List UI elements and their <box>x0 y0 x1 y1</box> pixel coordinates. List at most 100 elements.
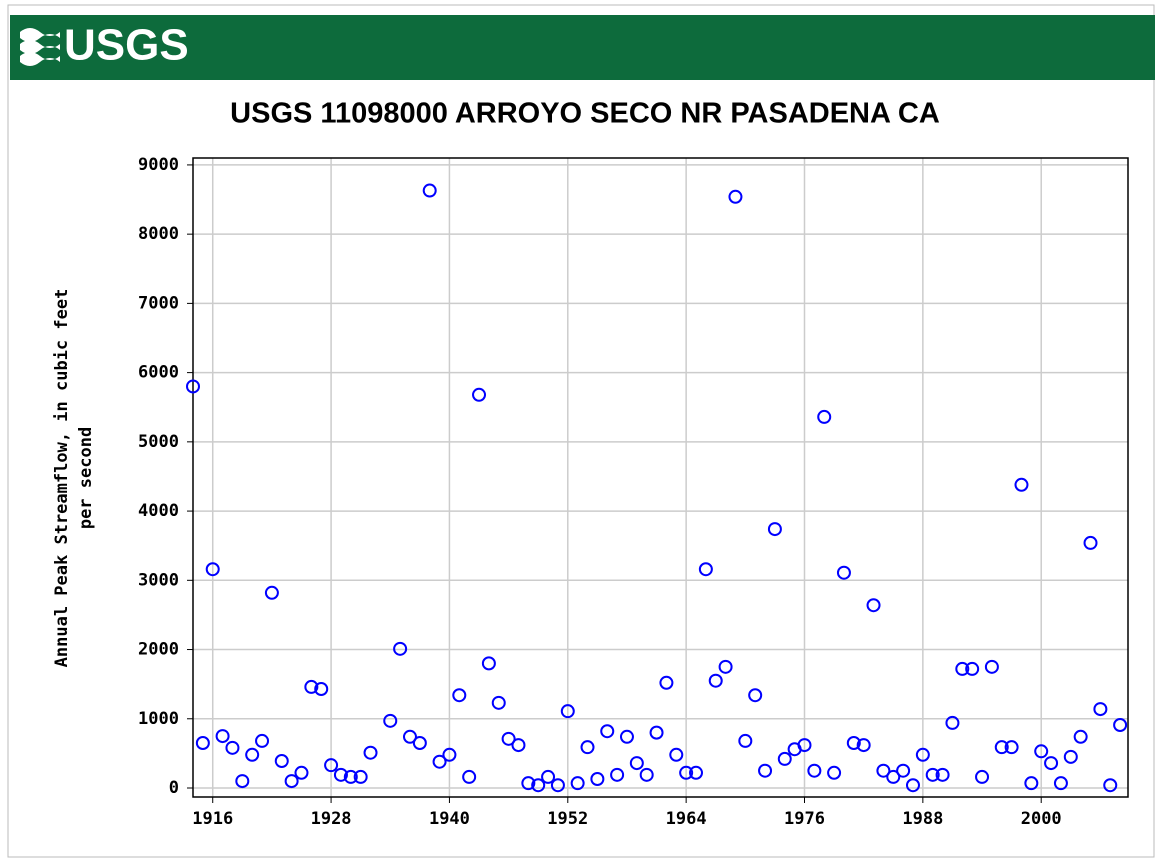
point <box>886 769 901 784</box>
point <box>550 778 565 793</box>
point <box>452 688 467 703</box>
point <box>481 656 496 671</box>
point <box>353 769 368 784</box>
point <box>827 765 842 780</box>
x-tick-label: 1940 <box>429 809 470 829</box>
x-tick-label: 1952 <box>547 809 588 829</box>
point <box>491 695 506 710</box>
point <box>284 774 299 789</box>
point <box>195 736 210 750</box>
point <box>186 379 200 394</box>
point <box>797 738 812 753</box>
point <box>274 754 289 768</box>
point <box>807 763 822 778</box>
x-tick-label: 1988 <box>902 809 943 829</box>
point <box>304 679 319 694</box>
y-tick-label: 0 <box>169 778 179 798</box>
point <box>1044 756 1059 771</box>
point <box>422 183 437 198</box>
point <box>235 774 250 789</box>
point <box>965 661 980 676</box>
point <box>836 565 851 580</box>
point <box>619 729 634 744</box>
point <box>442 747 457 762</box>
point <box>708 673 723 688</box>
point <box>975 769 990 784</box>
y-tick-label: 6000 <box>138 363 179 383</box>
point <box>945 715 960 730</box>
point <box>225 740 240 755</box>
point <box>767 522 782 537</box>
point <box>541 769 556 784</box>
x-tick-label: 1928 <box>311 809 352 829</box>
point <box>896 763 911 778</box>
point <box>955 661 970 676</box>
point <box>472 387 487 402</box>
point <box>412 736 427 750</box>
point <box>462 769 477 784</box>
plot-border <box>192 157 1129 798</box>
y-axis-label: Annual Peak Streamflow, in cubic feet <box>52 289 72 668</box>
point <box>521 776 536 791</box>
chart-title: USGS 11098000 ARROYO SECO NR PASADENA CA <box>230 98 940 130</box>
point <box>402 729 417 744</box>
y-tick-label: 9000 <box>138 155 179 175</box>
frame <box>7 4 1155 858</box>
point <box>698 562 713 577</box>
point <box>245 747 260 762</box>
point <box>324 758 339 773</box>
y-tick-label: 3000 <box>138 570 179 590</box>
point <box>294 765 309 780</box>
point <box>1053 776 1068 791</box>
point <box>659 675 674 690</box>
y-axis-label: per second <box>76 427 96 529</box>
banner <box>10 15 1155 80</box>
point <box>639 767 654 782</box>
point <box>856 738 871 753</box>
point <box>1083 535 1098 550</box>
y-tick-label: 1000 <box>138 709 179 729</box>
x-tick-label: 1916 <box>192 809 233 829</box>
point <box>1014 477 1029 492</box>
point <box>1113 718 1128 732</box>
point <box>531 778 546 793</box>
point <box>432 754 447 769</box>
point <box>1024 776 1039 791</box>
point <box>649 725 664 740</box>
point <box>777 751 792 766</box>
y-tick-label: 7000 <box>138 293 179 313</box>
x-tick-label: 2000 <box>1021 809 1062 829</box>
point <box>876 763 891 778</box>
point <box>669 747 684 762</box>
point <box>343 769 358 784</box>
point <box>501 731 516 746</box>
point <box>994 740 1009 755</box>
logo-icon <box>20 28 60 66</box>
point <box>590 772 605 786</box>
point <box>1063 749 1078 764</box>
point <box>915 747 930 762</box>
y-tick-label: 4000 <box>138 501 179 521</box>
point <box>255 733 270 748</box>
point <box>629 756 644 771</box>
point <box>215 729 230 744</box>
point <box>984 659 999 674</box>
point <box>383 713 398 728</box>
point <box>1073 729 1088 744</box>
point <box>679 765 694 780</box>
y-tick-label: 8000 <box>138 224 179 244</box>
point <box>748 688 763 703</box>
point <box>1004 740 1019 755</box>
point <box>205 562 220 577</box>
point <box>610 767 625 782</box>
point <box>728 189 743 204</box>
point <box>264 585 279 600</box>
point <box>600 724 615 739</box>
point <box>738 733 753 748</box>
point <box>846 736 861 750</box>
point <box>718 659 733 674</box>
point <box>758 763 773 778</box>
point <box>363 745 378 760</box>
logo-text: USGS <box>64 21 189 70</box>
y-tick-label: 5000 <box>138 432 179 452</box>
